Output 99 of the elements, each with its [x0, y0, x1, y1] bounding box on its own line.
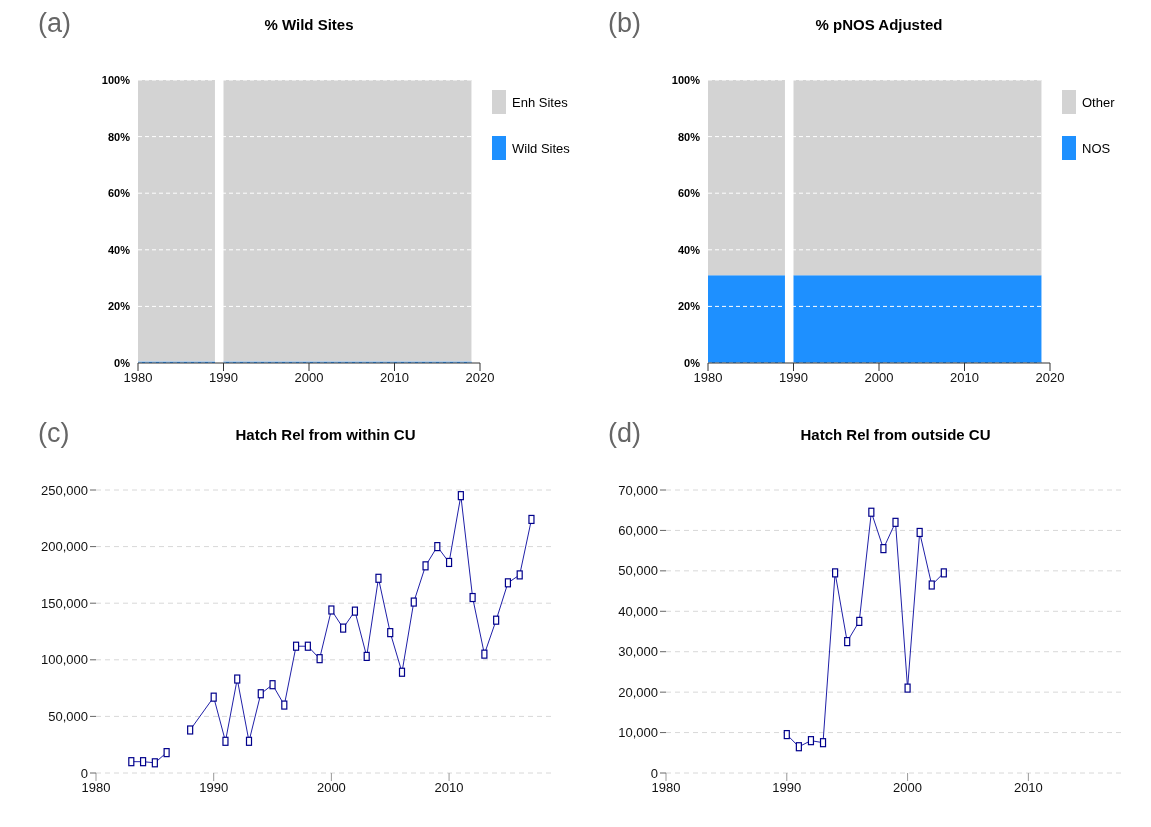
point	[234, 674, 241, 684]
y-tick-label: 80%	[107, 130, 131, 143]
point	[457, 491, 464, 501]
x-tick-label: 2000	[864, 370, 894, 386]
y-tick-label: 150,000	[41, 595, 88, 611]
point	[868, 507, 875, 517]
y-tick-label: 80%	[677, 130, 701, 143]
point	[807, 736, 815, 746]
y-tick-label: 60%	[107, 187, 131, 200]
point	[387, 628, 394, 638]
y-tick-label: 50,000	[48, 709, 88, 725]
y-tick-label: 70,000	[618, 482, 658, 498]
legend-label: Other	[1082, 94, 1115, 110]
point	[880, 544, 887, 554]
x-tick-label: 1990	[199, 780, 229, 796]
chart-title: Hatch Rel from within CU	[234, 426, 417, 443]
y-tick-label: 100%	[671, 73, 701, 86]
point	[904, 683, 911, 693]
y-tick-label: 40%	[107, 243, 131, 256]
point	[304, 641, 311, 651]
point	[163, 748, 170, 758]
y-tick-label: 0	[80, 765, 88, 781]
text: (c)	[38, 418, 70, 449]
legend-label: Wild Sites	[512, 140, 570, 156]
y-tick-label: 0	[650, 765, 658, 781]
y-tick-label: 20%	[677, 300, 701, 313]
point	[151, 758, 158, 768]
x-tick-label: 2010	[1013, 780, 1043, 796]
point	[139, 757, 147, 767]
x-tick-label: 1980	[123, 370, 153, 386]
x-tick-label: 2010	[380, 370, 409, 386]
point	[940, 568, 947, 578]
y-tick-label: 50,000	[618, 563, 658, 579]
point	[445, 557, 453, 568]
x-tick-label: 1980	[81, 780, 111, 796]
x-tick-label: 2010	[950, 370, 979, 386]
point	[316, 654, 323, 664]
text: (a)	[38, 8, 71, 39]
y-tick-label: 250,000	[41, 482, 88, 498]
chart-title: % Wild Sites	[263, 16, 355, 33]
y-tick-label: 200,000	[41, 539, 88, 555]
point	[795, 742, 802, 752]
x-tick-label: 2000	[294, 370, 324, 386]
point	[187, 725, 194, 735]
point	[516, 570, 523, 580]
chart-title: Hatch Rel from outside CU	[799, 426, 992, 443]
point	[222, 736, 229, 746]
x-tick-label: 1980	[693, 370, 723, 386]
point	[422, 561, 429, 571]
point	[328, 605, 335, 615]
point	[928, 580, 935, 590]
point	[281, 700, 288, 710]
y-tick-label: 40%	[677, 243, 701, 256]
y-tick-label: 100,000	[41, 652, 88, 668]
x-tick-label: 2020	[1035, 370, 1065, 386]
x-tick-label: 1990	[772, 780, 802, 796]
legend-label: NOS	[1082, 140, 1111, 156]
point	[493, 615, 500, 625]
point	[375, 573, 382, 583]
text: (d)	[608, 418, 641, 449]
y-tick-label: 0%	[684, 356, 701, 369]
point	[128, 757, 135, 767]
point	[819, 738, 827, 748]
point	[398, 667, 406, 677]
x-tick-label: 2000	[893, 780, 923, 796]
point	[410, 597, 417, 607]
point	[292, 641, 300, 651]
point	[351, 606, 359, 616]
x-tick-label: 2010	[434, 780, 464, 796]
y-tick-label: 40,000	[618, 603, 658, 619]
text: (b)	[608, 8, 641, 39]
y-tick-label: 30,000	[618, 644, 658, 660]
y-tick-label: 60%	[677, 187, 701, 200]
x-tick-label: 1980	[651, 780, 681, 796]
x-tick-label: 1990	[209, 370, 238, 386]
point	[363, 651, 370, 661]
point	[892, 517, 899, 527]
point	[340, 623, 347, 633]
y-tick-label: 60,000	[618, 523, 658, 539]
legend-label: Enh Sites	[512, 94, 568, 110]
y-tick-label: 20%	[107, 300, 131, 313]
point	[844, 637, 851, 647]
chart-title: % pNOS Adjusted	[814, 16, 944, 33]
y-tick-label: 100%	[101, 73, 131, 86]
point	[257, 689, 264, 699]
y-tick-label: 20,000	[618, 684, 658, 700]
x-tick-label: 2000	[316, 780, 346, 796]
point	[269, 680, 276, 690]
point	[245, 736, 253, 746]
y-tick-label: 0%	[114, 356, 131, 369]
point	[481, 649, 488, 659]
point	[832, 568, 839, 578]
x-tick-label: 2020	[465, 370, 495, 386]
point	[504, 578, 512, 588]
point	[856, 616, 863, 626]
x-tick-label: 1990	[779, 370, 808, 386]
y-tick-label: 10,000	[618, 725, 658, 741]
point	[434, 542, 441, 552]
point	[210, 692, 217, 702]
